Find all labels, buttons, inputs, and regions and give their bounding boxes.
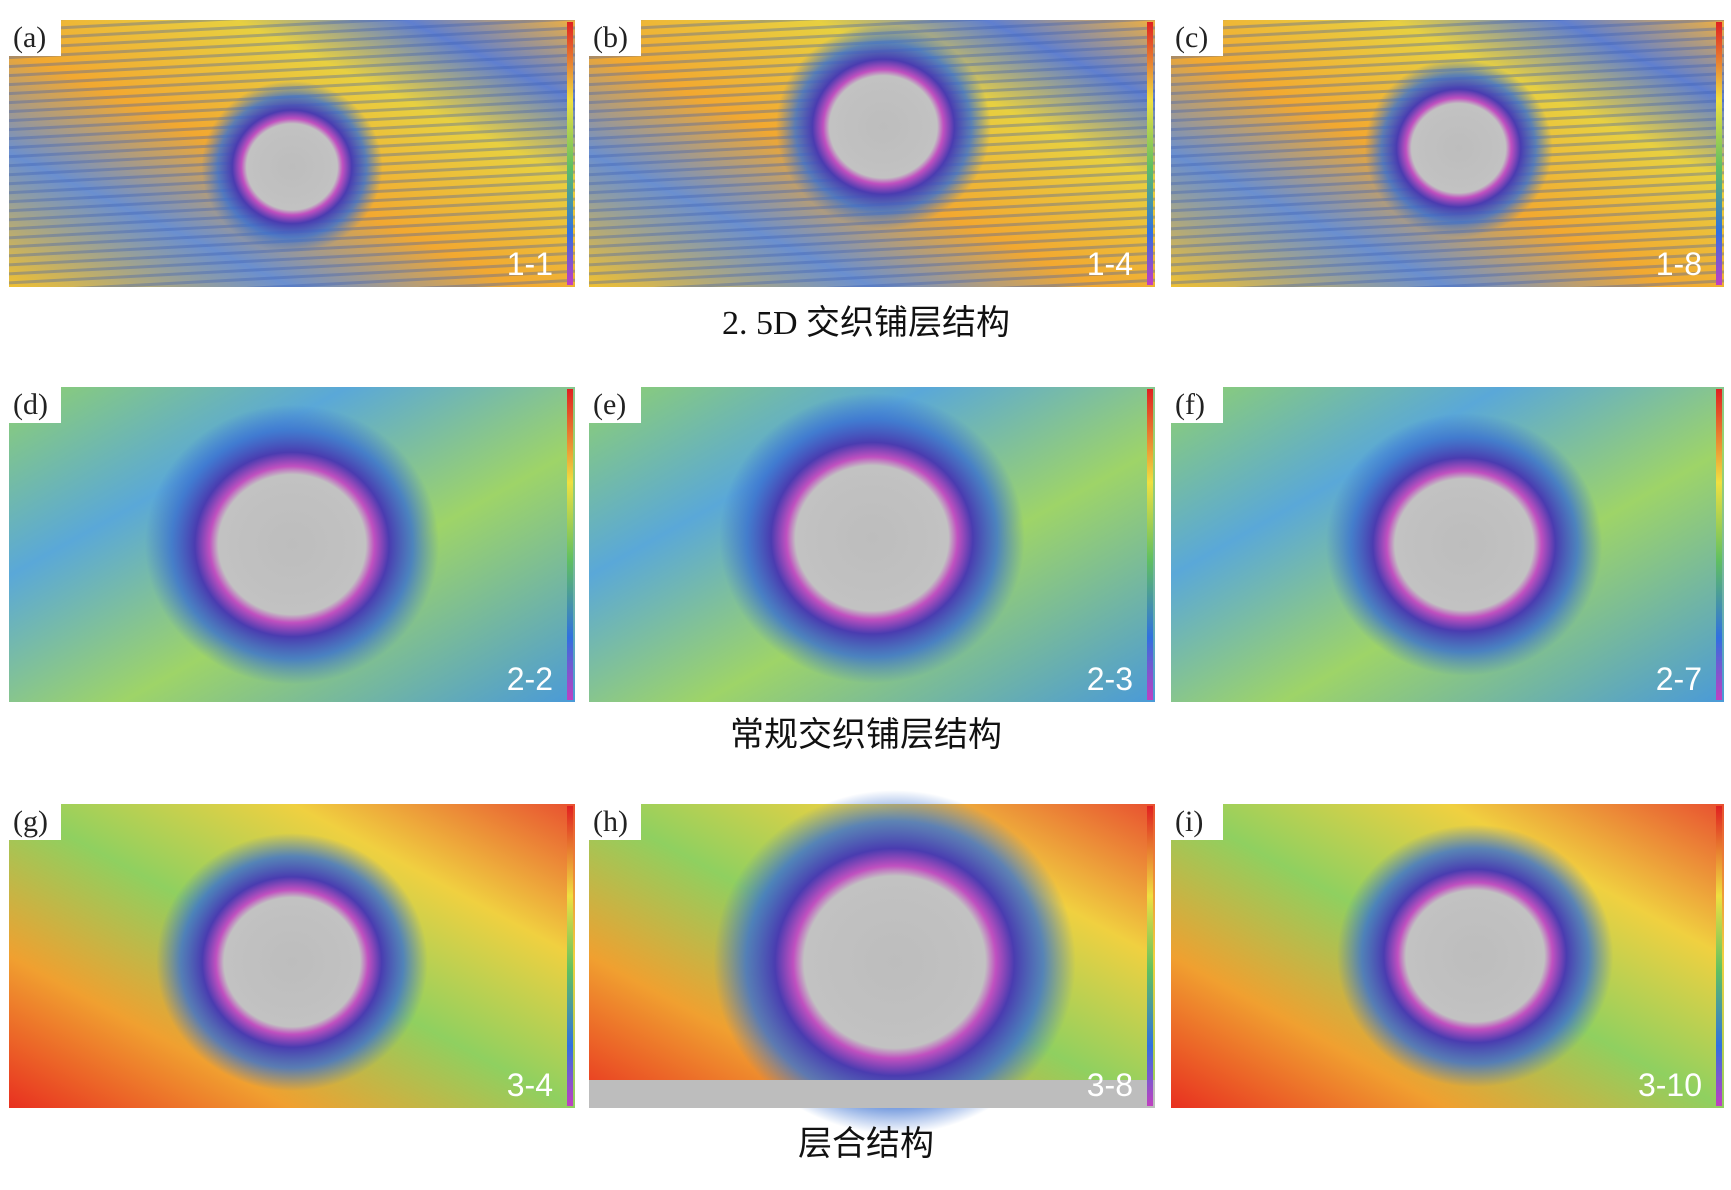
label-box: [1171, 387, 1223, 423]
colorbar: [567, 806, 573, 1106]
panel-label: (d): [13, 388, 48, 421]
colorbar: [1716, 22, 1722, 285]
panel-code: 3-8: [1087, 1067, 1133, 1103]
panel-code: 1-1: [507, 246, 553, 282]
panel-code: 2-3: [1087, 661, 1133, 697]
panel-label: (i): [1175, 805, 1203, 838]
colorbar: [567, 389, 573, 700]
panel-label: (h): [593, 805, 628, 838]
panel: (e) 2-3: [589, 387, 1155, 702]
panel-label: (f): [1175, 388, 1205, 421]
panel: (f) 2-7: [1171, 387, 1724, 702]
panel-code: 1-4: [1087, 246, 1133, 282]
panel: (h) 3-8: [589, 790, 1155, 1135]
panel-code: 3-10: [1638, 1067, 1702, 1103]
panel-code: 2-7: [1656, 661, 1702, 697]
defect: [144, 404, 440, 685]
defect: [719, 393, 1025, 684]
defect: [775, 24, 991, 229]
defect: [1364, 58, 1553, 238]
panel-label: (g): [13, 805, 48, 838]
panel-label: (c): [1175, 21, 1208, 54]
label-box: [589, 20, 641, 56]
label-box: [589, 387, 641, 423]
defect: [156, 833, 428, 1092]
colorbar: [1716, 806, 1722, 1106]
label-box: [1171, 804, 1223, 840]
row-caption: 层合结构: [798, 1125, 934, 1163]
panel: (c) 1-8: [1171, 20, 1724, 287]
panel: (i) 3-10: [1171, 804, 1724, 1108]
defect: [201, 80, 383, 253]
colorbar: [1147, 806, 1153, 1106]
label-box: [9, 387, 61, 423]
gray-band: [589, 1080, 1155, 1108]
panel: (a) 1-1: [9, 20, 575, 287]
label-box: [589, 804, 641, 840]
panel-label: (a): [13, 21, 46, 54]
label-box: [9, 804, 61, 840]
panel-label: (e): [593, 388, 626, 421]
defect: [1336, 824, 1614, 1088]
panel: (b) 1-4: [589, 20, 1155, 287]
panel-code: 1-8: [1656, 246, 1702, 282]
defect: [713, 790, 1076, 1135]
row-caption: 2. 5D 交织铺层结构: [722, 304, 1010, 342]
colorbar: [1147, 22, 1153, 285]
panel-code: 2-2: [507, 661, 553, 697]
panel: (d) 2-2: [9, 387, 575, 702]
label-box: [9, 20, 61, 56]
panel-label: (b): [593, 21, 628, 54]
colorbar: [1716, 389, 1722, 700]
row-caption: 常规交织铺层结构: [730, 716, 1002, 754]
defect: [1325, 413, 1603, 676]
panel: (g) 3-4: [9, 804, 575, 1108]
colorbar: [567, 22, 573, 285]
label-box: [1171, 20, 1223, 56]
colorbar: [1147, 389, 1153, 700]
panel-code: 3-4: [507, 1067, 553, 1103]
